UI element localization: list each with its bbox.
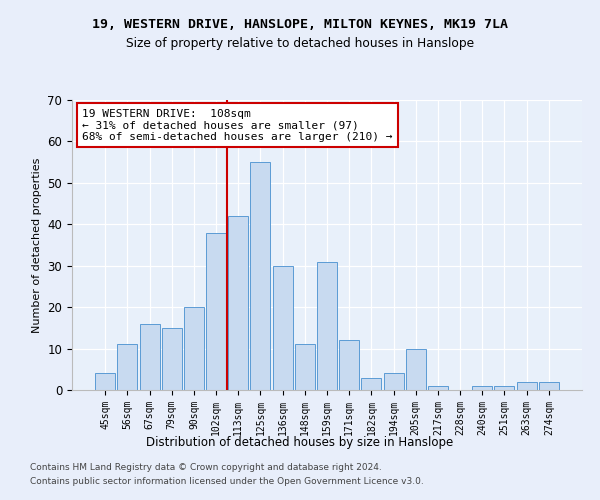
Bar [118,344,137,390]
Bar [317,262,337,390]
Bar [162,328,182,390]
Bar [494,386,514,390]
Bar [383,374,404,390]
Text: 19, WESTERN DRIVE, HANSLOPE, MILTON KEYNES, MK19 7LA: 19, WESTERN DRIVE, HANSLOPE, MILTON KEYN… [92,18,508,30]
Bar [228,216,248,390]
Bar [206,232,226,390]
Bar [95,374,115,390]
Text: 19 WESTERN DRIVE:  108sqm
← 31% of detached houses are smaller (97)
68% of semi-: 19 WESTERN DRIVE: 108sqm ← 31% of detach… [82,108,392,142]
Bar [140,324,160,390]
Bar [539,382,559,390]
Bar [339,340,359,390]
Bar [272,266,293,390]
Bar [361,378,382,390]
Bar [517,382,536,390]
Text: Contains public sector information licensed under the Open Government Licence v3: Contains public sector information licen… [30,477,424,486]
Y-axis label: Number of detached properties: Number of detached properties [32,158,42,332]
Text: Size of property relative to detached houses in Hanslope: Size of property relative to detached ho… [126,38,474,51]
Bar [250,162,271,390]
Bar [428,386,448,390]
Bar [406,348,426,390]
Bar [472,386,492,390]
Text: Distribution of detached houses by size in Hanslope: Distribution of detached houses by size … [146,436,454,449]
Text: Contains HM Land Registry data © Crown copyright and database right 2024.: Contains HM Land Registry data © Crown c… [30,464,382,472]
Bar [295,344,315,390]
Bar [184,307,204,390]
